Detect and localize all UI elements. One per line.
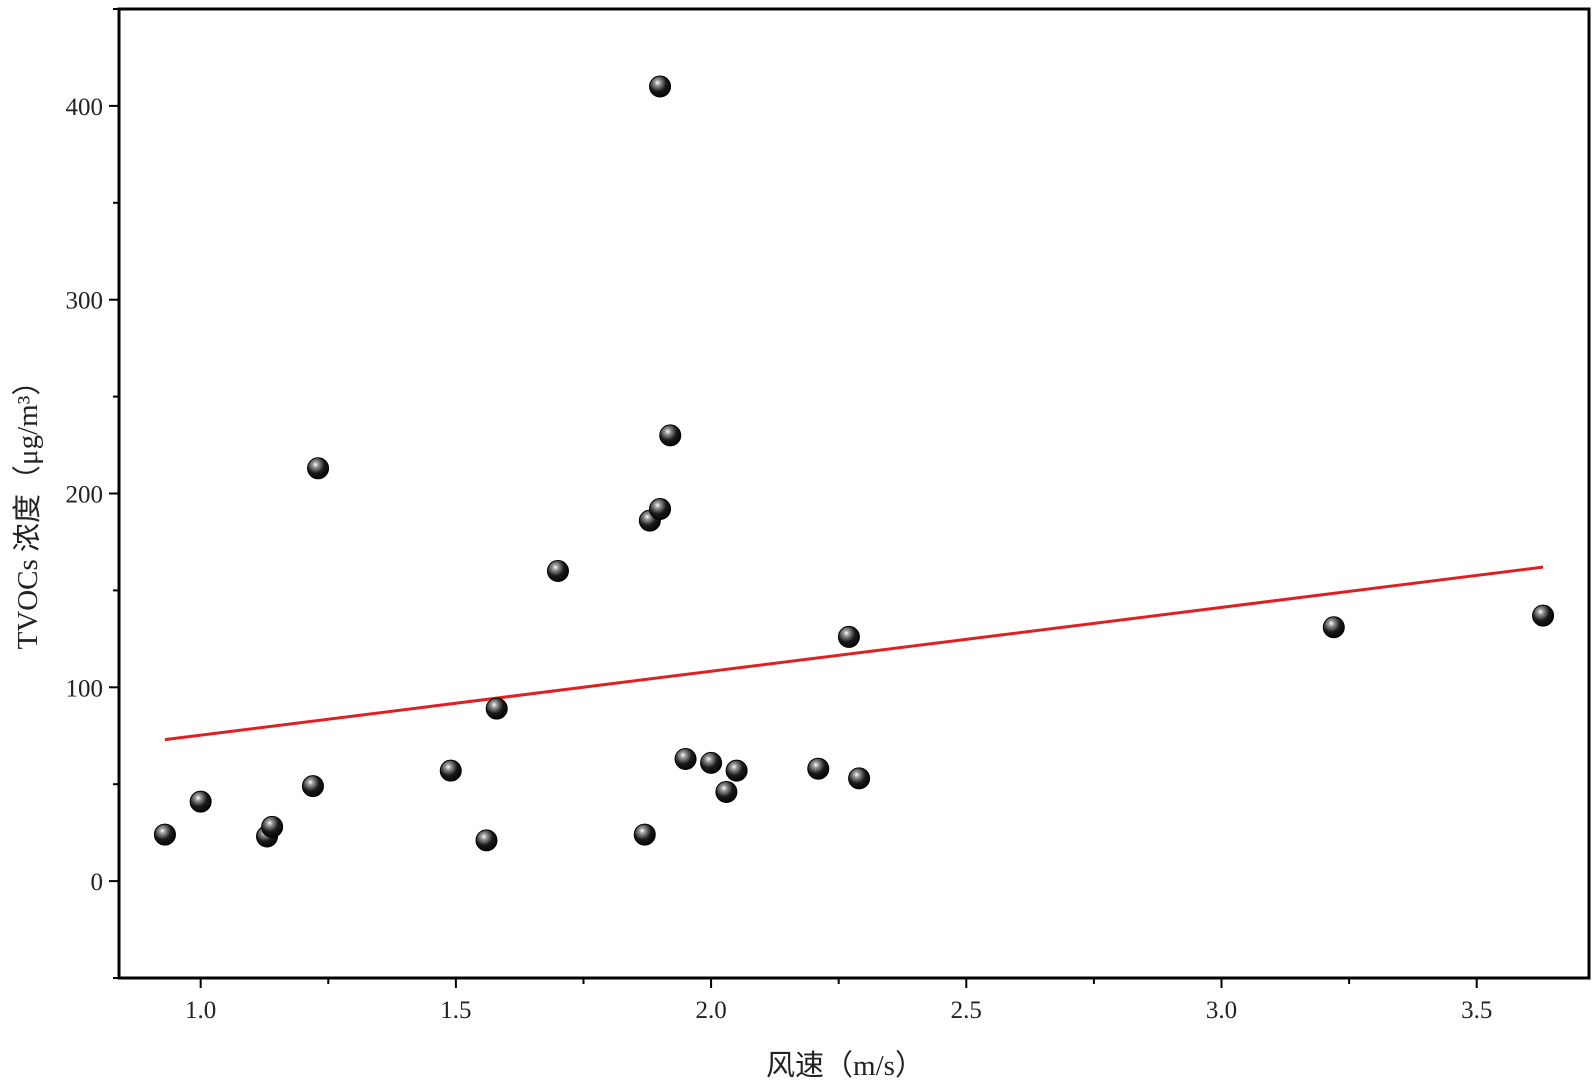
data-point	[475, 829, 498, 852]
x-axis-label: 风速（m/s）	[766, 1050, 924, 1082]
plot-frame	[117, 7, 1591, 980]
data-point	[649, 75, 672, 98]
data-point	[700, 751, 723, 774]
data-point	[485, 697, 508, 720]
fit-line	[164, 565, 1544, 742]
data-point	[848, 767, 871, 790]
data-point	[649, 498, 672, 521]
y-tick-label: 100	[66, 675, 104, 702]
data-point	[189, 790, 212, 813]
data-point	[153, 823, 176, 846]
y-tick-label: 300	[66, 288, 104, 315]
data-point	[261, 815, 284, 838]
data-point	[439, 759, 462, 782]
x-tick-label: 2.0	[695, 997, 726, 1024]
x-tick-label: 1.0	[185, 997, 216, 1024]
data-point	[301, 775, 324, 798]
data-point	[725, 759, 748, 782]
data-point	[633, 823, 656, 846]
data-point	[837, 625, 860, 648]
data-point	[807, 757, 830, 780]
data-point	[659, 424, 682, 447]
x-axis-ticks: 1.0 1.5 2.0 2.5 3.0 3.5	[185, 978, 1492, 1024]
y-axis-ticks: 0 100 200 300 400	[66, 8, 119, 979]
y-tick-label: 200	[66, 482, 104, 509]
y-axis-label: TVOCs 浓度（μg/m³）	[11, 367, 44, 650]
data-point	[546, 560, 569, 583]
data-point	[1322, 616, 1345, 639]
x-tick-label: 3.0	[1206, 997, 1237, 1024]
data-point	[715, 780, 738, 803]
y-tick-label: 0	[91, 869, 104, 896]
x-tick-label: 2.5	[951, 997, 982, 1024]
x-tick-label: 1.5	[440, 997, 471, 1024]
data-points-layer	[153, 75, 1555, 852]
data-point	[307, 457, 330, 480]
x-tick-label: 3.5	[1461, 997, 1492, 1024]
y-tick-label: 400	[66, 94, 104, 121]
data-point	[1532, 604, 1555, 627]
data-point	[674, 748, 697, 771]
fit-line-layer	[164, 565, 1544, 742]
